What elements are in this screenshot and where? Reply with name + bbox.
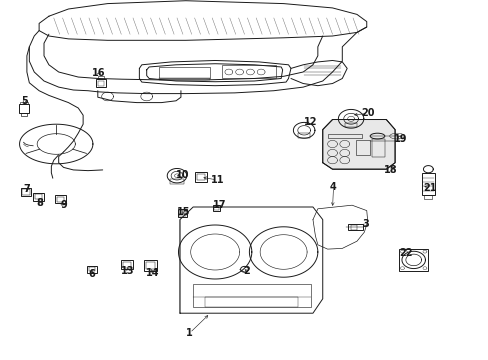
Bar <box>398 249 427 271</box>
Bar <box>159 78 210 80</box>
Bar <box>159 67 210 78</box>
Text: 17: 17 <box>213 200 226 210</box>
Bar <box>214 206 218 210</box>
Bar <box>146 262 155 269</box>
Text: 9: 9 <box>60 200 67 210</box>
Bar <box>350 225 356 230</box>
Bar <box>87 266 97 273</box>
Bar <box>89 267 95 271</box>
Bar <box>143 260 157 271</box>
Text: 13: 13 <box>121 266 135 276</box>
Bar <box>193 284 310 307</box>
Bar <box>55 195 65 203</box>
Bar <box>347 224 362 230</box>
Bar <box>298 133 309 138</box>
Bar <box>345 123 356 127</box>
Text: 2: 2 <box>243 266 249 276</box>
Bar <box>421 173 434 195</box>
Text: 3: 3 <box>362 219 368 229</box>
Text: 1: 1 <box>186 328 193 338</box>
Bar <box>123 262 131 268</box>
Text: 19: 19 <box>393 134 407 144</box>
Bar <box>371 139 385 157</box>
Text: 5: 5 <box>21 96 28 106</box>
Bar <box>205 297 298 307</box>
Text: 12: 12 <box>303 117 317 127</box>
Text: 4: 4 <box>329 182 336 192</box>
Bar <box>327 134 361 138</box>
Bar <box>196 174 204 180</box>
Polygon shape <box>322 120 394 169</box>
Text: 6: 6 <box>88 269 95 279</box>
Bar <box>212 205 220 211</box>
Bar <box>96 79 105 87</box>
Text: 11: 11 <box>210 175 224 185</box>
Bar <box>194 172 206 182</box>
Bar <box>424 195 431 199</box>
Bar <box>355 140 369 155</box>
Bar <box>33 193 44 201</box>
Text: 7: 7 <box>23 184 30 194</box>
Bar <box>20 113 27 116</box>
Bar <box>35 194 42 199</box>
Bar <box>177 209 187 217</box>
Bar <box>170 179 183 184</box>
Text: 10: 10 <box>175 170 189 180</box>
Bar <box>98 81 103 86</box>
Bar <box>179 210 185 216</box>
Bar <box>57 197 63 202</box>
Bar <box>121 260 133 269</box>
Text: 15: 15 <box>176 207 190 217</box>
Bar <box>222 65 276 78</box>
Text: 8: 8 <box>37 198 43 208</box>
Text: 22: 22 <box>398 248 412 258</box>
Text: 14: 14 <box>145 268 159 278</box>
Text: 18: 18 <box>384 165 397 175</box>
Text: 16: 16 <box>92 68 105 78</box>
Bar <box>19 104 29 113</box>
Bar <box>22 189 30 195</box>
Text: 20: 20 <box>360 108 374 118</box>
Text: 21: 21 <box>423 183 436 193</box>
Bar <box>20 188 31 196</box>
